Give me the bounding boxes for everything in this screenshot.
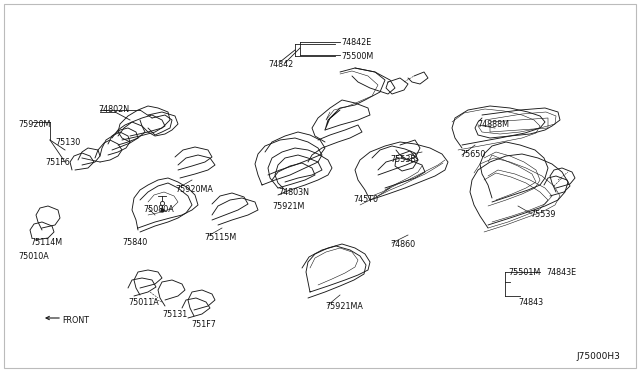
Text: 75011A: 75011A: [128, 298, 159, 307]
Text: 751F6: 751F6: [45, 158, 70, 167]
Text: 75539: 75539: [530, 210, 556, 219]
Text: 75114M: 75114M: [30, 238, 62, 247]
Text: 751F7: 751F7: [191, 320, 216, 329]
Text: 74860: 74860: [390, 240, 415, 249]
Text: 74843E: 74843E: [546, 268, 576, 277]
Text: 7553B: 7553B: [390, 155, 416, 164]
Text: 75921M: 75921M: [272, 202, 305, 211]
Text: 75650: 75650: [460, 150, 485, 159]
Text: 75921MA: 75921MA: [325, 302, 363, 311]
Text: 74802N: 74802N: [98, 105, 129, 114]
Text: 745T0: 745T0: [353, 195, 378, 204]
Text: 74842E: 74842E: [341, 38, 371, 47]
Text: J75000H3: J75000H3: [576, 352, 620, 361]
Text: 75501M: 75501M: [508, 268, 540, 277]
Text: 75920MA: 75920MA: [175, 185, 213, 194]
Text: 75080A: 75080A: [143, 205, 173, 214]
Text: 75131: 75131: [162, 310, 188, 319]
Text: 75500M: 75500M: [341, 52, 373, 61]
Text: 74888M: 74888M: [477, 120, 509, 129]
Text: 74842: 74842: [268, 60, 293, 69]
Text: 74843: 74843: [518, 298, 543, 307]
Text: 75130: 75130: [55, 138, 80, 147]
Text: 75920M: 75920M: [18, 120, 51, 129]
Text: 75840: 75840: [122, 238, 147, 247]
Text: 75010A: 75010A: [18, 252, 49, 261]
Text: 74803N: 74803N: [278, 188, 309, 197]
Text: FRONT: FRONT: [62, 316, 89, 325]
Text: 75115M: 75115M: [204, 233, 236, 242]
